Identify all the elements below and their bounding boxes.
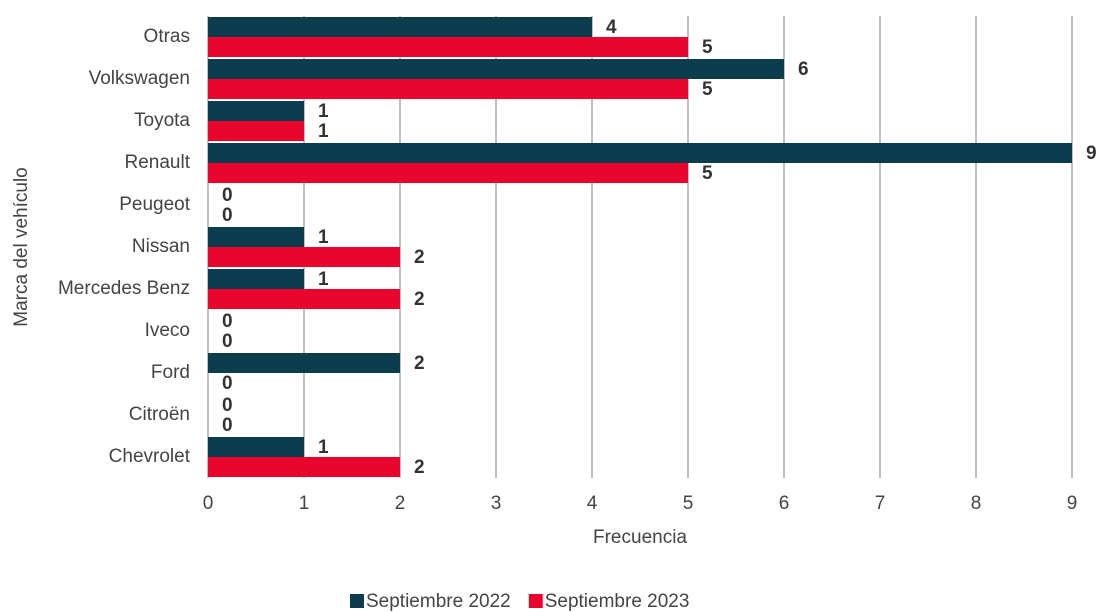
bar [208,59,784,79]
legend-label: Septiembre 2023 [545,591,690,612]
bar [208,121,304,141]
x-tick-label: 5 [683,493,694,514]
value-label: 1 [318,227,329,248]
bar [208,227,304,247]
bar [208,37,688,57]
bar [208,353,400,373]
bar [208,437,304,457]
x-tick-label: 1 [299,493,310,514]
bar [208,79,688,99]
y-tick-label: Citroën [129,404,190,425]
bar [208,247,400,267]
y-tick-label: Peugeot [119,194,191,215]
x-tick-label: 3 [491,493,502,514]
x-tick-label: 9 [1067,493,1078,514]
value-label: 2 [414,247,425,268]
value-label: 0 [222,185,233,206]
x-tick-label: 2 [395,493,406,514]
y-tick-label: Volkswagen [89,68,190,89]
value-label: 0 [222,395,233,416]
value-label: 5 [702,79,713,100]
legend-label: Septiembre 2022 [366,591,511,612]
bar [208,269,304,289]
x-axis-label: Frecuencia [593,527,687,548]
bar [208,17,592,37]
bar [208,143,1072,163]
x-tick-label: 0 [203,493,214,514]
value-label: 5 [702,37,713,58]
value-label: 2 [414,289,425,310]
value-label: 0 [222,373,233,394]
legend-swatch [350,594,364,608]
x-tick-label: 8 [971,493,982,514]
value-label: 1 [318,269,329,290]
value-label: 2 [414,353,425,374]
x-tick-label: 6 [779,493,790,514]
y-tick-label: Ford [151,362,190,383]
y-tick-label: Renault [125,152,191,173]
y-tick-label: Mercedes Benz [58,278,190,299]
y-tick-label: Nissan [132,236,190,257]
value-label: 5 [702,163,713,184]
legend-swatch [528,594,543,608]
y-tick-label: Otras [144,26,190,47]
value-label: 0 [222,331,233,352]
value-label: 1 [318,101,329,122]
y-axis-label: Marca del vehículo [11,167,32,326]
bar [208,457,400,477]
y-tick-label: Chevrolet [109,446,191,467]
value-label: 4 [606,17,617,38]
value-label: 0 [222,311,233,332]
value-label: 1 [318,121,329,142]
value-label: 1 [318,437,329,458]
y-tick-label: Toyota [134,110,190,131]
value-label: 6 [798,59,809,80]
bar [208,101,304,121]
y-tick-label: Iveco [145,320,190,341]
value-label: 0 [222,205,233,226]
value-label: 2 [414,457,425,478]
value-label: 9 [1086,143,1097,164]
x-tick-label: 4 [587,493,598,514]
bar [208,289,400,309]
x-tick-label: 7 [875,493,886,514]
value-label: 0 [222,415,233,436]
bar [208,163,688,183]
